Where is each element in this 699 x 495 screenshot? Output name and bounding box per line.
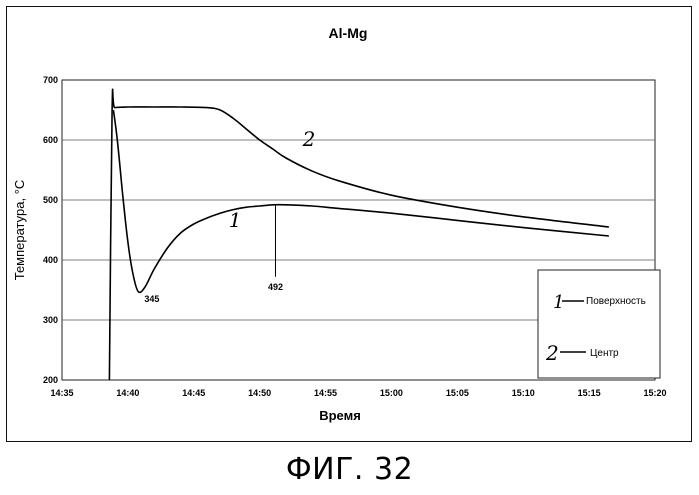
x-tick-label: 15:10 <box>512 388 535 398</box>
y-tick-label: 400 <box>43 255 58 265</box>
annotation-label: 345 <box>144 294 159 304</box>
x-tick-label: 15:05 <box>446 388 469 398</box>
x-tick-label: 15:20 <box>643 388 666 398</box>
y-tick-label: 300 <box>43 315 58 325</box>
y-tick-label: 500 <box>43 195 58 205</box>
x-tick-label: 14:40 <box>116 388 139 398</box>
annotation-label: 492 <box>268 282 283 292</box>
x-tick-label: 14:45 <box>182 388 205 398</box>
figure-caption: ФИГ. 32 <box>0 452 699 487</box>
x-tick-label: 15:00 <box>380 388 403 398</box>
y-tick-label: 200 <box>43 375 58 385</box>
x-tick-label: 15:15 <box>578 388 601 398</box>
x-tick-labels: 14:35 14:40 14:45 14:50 14:55 15:00 15:05 15:10… <box>50 388 666 398</box>
legend-mark-2: 2 <box>545 341 559 365</box>
x-tick-label: 14:55 <box>314 388 337 398</box>
legend-label-1: Поверхность <box>586 296 646 307</box>
legend: 1 Поверхность 2 Центр <box>538 270 660 378</box>
legend-label-2: Центр <box>590 348 619 359</box>
legend-mark-1: 1 <box>553 292 564 313</box>
chart: Al-Mg 200 300 400 500 600 700 14:35 14:40 14:45… <box>0 0 699 445</box>
curve-mark-1: 1 <box>229 208 242 232</box>
x-tick-label: 14:35 <box>50 388 73 398</box>
y-tick-label: 700 <box>43 75 58 85</box>
y-axis-label: Температура, °C <box>12 180 27 281</box>
curve-mark-2: 2 <box>302 127 316 151</box>
x-tick-label: 14:50 <box>248 388 271 398</box>
chart-title: Al-Mg <box>329 25 368 41</box>
x-axis-label: Время <box>319 408 361 423</box>
y-tick-labels: 200 300 400 500 600 700 <box>43 75 58 385</box>
y-tick-label: 600 <box>43 135 58 145</box>
